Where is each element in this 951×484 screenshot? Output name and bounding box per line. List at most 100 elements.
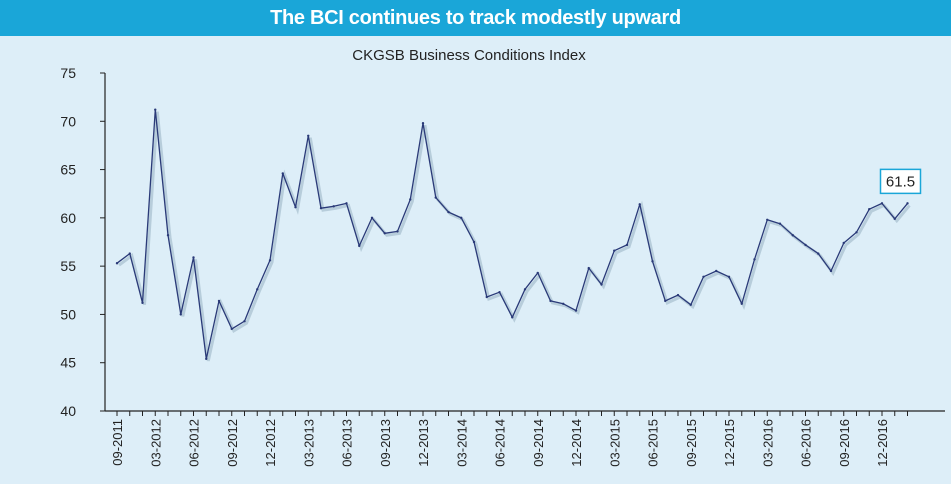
data-point: [166, 234, 170, 237]
data-point: [434, 196, 437, 199]
data-point: [217, 299, 221, 303]
x-tick-label: 09-2012: [225, 419, 240, 467]
data-point: [179, 313, 182, 316]
x-tick-label: 12-2013: [416, 419, 431, 467]
data-point: [485, 295, 488, 299]
x-tick-label: 09-2014: [531, 419, 546, 467]
x-tick-label: 06-2015: [646, 419, 661, 467]
data-point: [562, 302, 565, 306]
data-point: [638, 203, 641, 206]
data-point: [472, 240, 476, 244]
last-value-callout-label: 61.5: [886, 173, 915, 190]
data-point: [141, 301, 144, 305]
data-point: [651, 260, 654, 263]
data-point: [281, 172, 284, 175]
data-point: [358, 244, 361, 248]
data-point: [664, 299, 667, 303]
data-point: [549, 299, 552, 303]
data-point: [574, 309, 578, 312]
data-point: [880, 202, 884, 205]
x-tick-label: 06-2013: [340, 419, 355, 467]
data-point: [447, 210, 450, 214]
data-point: [817, 252, 820, 255]
y-tick-label: 60: [60, 210, 76, 226]
data-point: [370, 216, 374, 220]
data-point: [294, 206, 297, 209]
data-point: [128, 252, 131, 255]
data-point: [613, 249, 616, 252]
x-tick-label: 09-2013: [378, 419, 393, 467]
data-point: [766, 218, 769, 221]
chart-headline: The BCI continues to track modestly upwa…: [270, 6, 681, 29]
data-point: [740, 302, 743, 306]
data-point: [676, 293, 680, 297]
x-tick-label: 06-2014: [493, 419, 508, 467]
x-tick-label: 12-2014: [569, 419, 584, 467]
data-point: [600, 283, 603, 286]
data-point: [460, 216, 463, 220]
y-tick-label: 70: [60, 113, 76, 129]
x-tick-label: 09-2011: [110, 419, 125, 466]
series-line: [116, 109, 909, 360]
data-point: [345, 202, 348, 205]
y-tick-label: 45: [60, 355, 76, 371]
x-tick-label: 12-2012: [263, 419, 278, 467]
x-tick-label: 09-2015: [684, 419, 699, 467]
x-tick-label: 12-2016: [875, 419, 890, 467]
data-point: [523, 288, 527, 291]
y-tick-label: 65: [60, 162, 76, 178]
data-point: [256, 288, 259, 291]
data-point: [383, 232, 386, 235]
data-point: [396, 230, 399, 233]
data-point: [511, 316, 514, 319]
data-point: [332, 205, 335, 208]
data-point: [192, 256, 195, 259]
x-tick-label: 03-2015: [607, 419, 622, 467]
data-point: [893, 217, 896, 221]
data-point: [702, 275, 705, 278]
data-point: [855, 231, 858, 234]
x-tick-label: 09-2016: [837, 419, 852, 467]
y-tick-label: 75: [60, 65, 76, 81]
data-point: [715, 269, 718, 273]
data-point: [268, 259, 272, 262]
data-point: [115, 262, 119, 265]
data-point: [868, 207, 871, 211]
data-point: [498, 291, 501, 294]
series-line-shadow: [118, 111, 911, 362]
x-tick-label: 06-2016: [799, 419, 814, 467]
y-tick-label: 40: [60, 403, 76, 419]
x-tick-label: 03-2016: [760, 419, 775, 467]
data-point: [205, 357, 208, 361]
data-point: [689, 303, 692, 306]
data-point: [319, 207, 323, 210]
data-point: [829, 269, 833, 273]
data-point: [421, 122, 425, 125]
data-point: [230, 327, 233, 331]
data-point: [804, 243, 807, 247]
data-point: [536, 271, 539, 275]
data-point: [409, 198, 412, 201]
data-point: [154, 108, 157, 111]
x-tick-label: 03-2014: [454, 419, 469, 467]
x-tick-label: 03-2012: [148, 419, 163, 467]
data-point: [243, 319, 246, 323]
x-tick-label: 03-2013: [301, 419, 316, 467]
data-point: [791, 234, 794, 237]
x-tick-label: 12-2015: [722, 419, 737, 467]
data-point: [587, 266, 590, 270]
last-value-callout-box: [879, 168, 922, 195]
data-point: [625, 243, 629, 247]
data-point: [778, 222, 782, 225]
chart-header-banner: The BCI continues to track modestly upwa…: [0, 0, 951, 36]
data-point: [307, 134, 310, 137]
y-tick-label: 50: [60, 306, 76, 322]
data-point: [727, 275, 731, 278]
x-tick-label: 06-2012: [187, 419, 202, 467]
y-tick-label: 55: [60, 258, 76, 274]
data-point: [753, 258, 756, 261]
data-point: [842, 241, 845, 245]
data-point: [906, 202, 909, 205]
chart-title: CKGSB Business Conditions Index: [352, 47, 586, 64]
